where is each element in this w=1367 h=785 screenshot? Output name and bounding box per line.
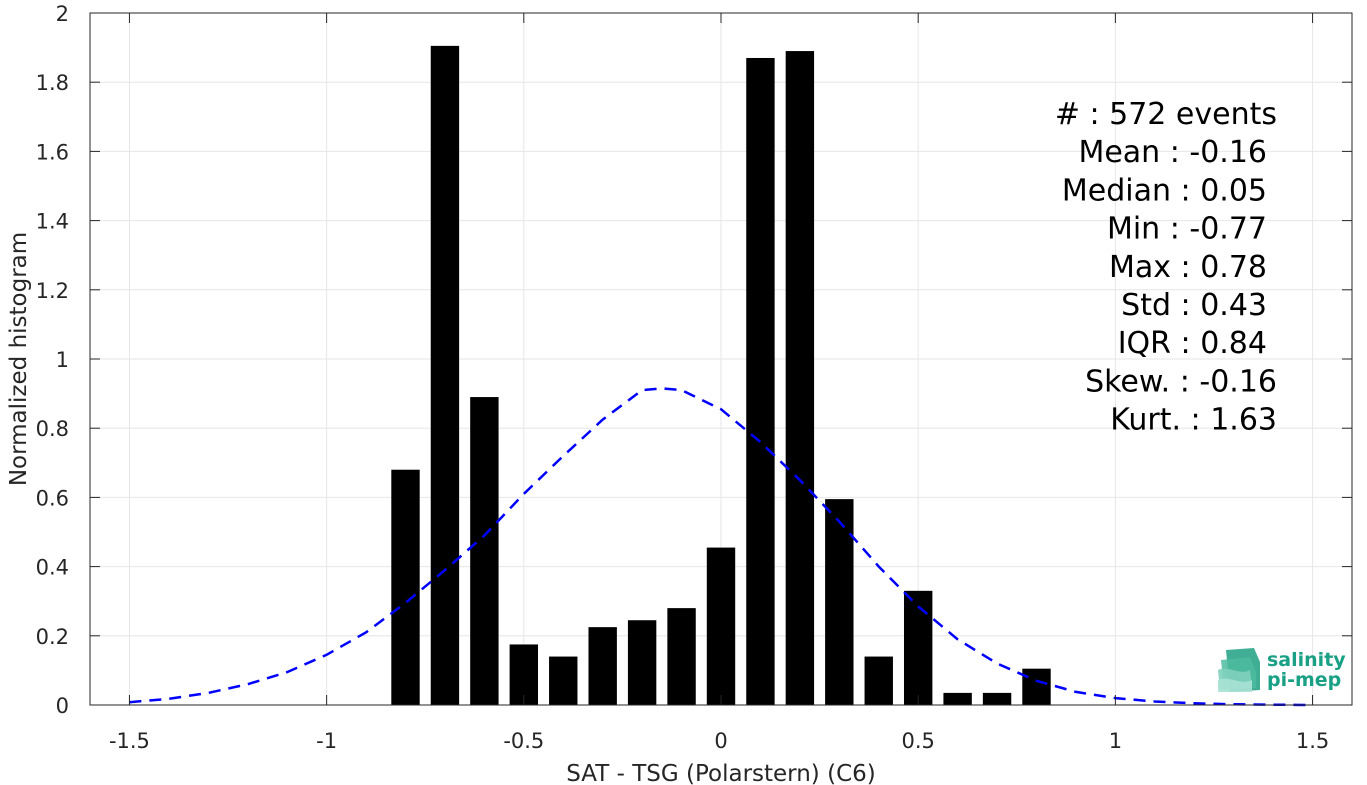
y-tick-labels: 0 0.2 0.4 0.6 0.8 1 1.2 1.4 1.6 1.8 2 (36, 2, 69, 718)
x-tick-label: -0.5 (503, 729, 544, 753)
x-tick-label: 0 (714, 729, 727, 753)
y-axis-label: Normalized histogram (6, 232, 32, 486)
stats-line: Skew. : -0.16 (1085, 364, 1277, 399)
stats-line: Kurt. : 1.63 (1110, 403, 1277, 438)
histogram-bar (430, 45, 460, 706)
histogram-bars (391, 45, 1051, 706)
stats-line: Min : -0.77 (1107, 212, 1267, 247)
wave-logo-icon (1218, 648, 1260, 692)
y-tick-label: 0.4 (36, 556, 69, 580)
salinity-pi-mep-logo: salinity pi-mep (1218, 648, 1346, 692)
stats-line: Median : 0.05 (1062, 173, 1267, 208)
x-tick-label: 1.5 (1296, 729, 1329, 753)
x-tick-label: -1.5 (109, 729, 150, 753)
stats-line: Std : 0.43 (1121, 288, 1267, 323)
histogram-bar (588, 627, 617, 705)
histogram-bar (982, 692, 1012, 705)
histogram-bar (746, 57, 775, 706)
y-tick-label: 1.4 (36, 210, 69, 234)
y-tick-label: 0 (56, 694, 69, 718)
y-tick-label: 0.2 (36, 625, 69, 649)
histogram-bar (706, 547, 736, 705)
histogram-bar (903, 590, 933, 705)
y-tick-label: 2 (56, 2, 69, 26)
histogram-bar (549, 656, 578, 705)
histogram-bar (1022, 668, 1051, 705)
y-tick-label: 0.6 (36, 486, 69, 510)
x-axis-label: SAT - TSG (Polarstern) (C6) (566, 761, 875, 785)
histogram-bar (509, 644, 539, 705)
y-tick-label: 1.2 (36, 279, 69, 303)
x-tick-label: 0.5 (901, 729, 934, 753)
histogram-bar (943, 692, 972, 705)
y-tick-label: 0.8 (36, 417, 69, 441)
x-tick-label: 1 (1109, 729, 1122, 753)
stats-line: Mean : -0.16 (1078, 135, 1267, 170)
logo-text-pimep: pi-mep (1267, 669, 1341, 691)
y-tick-label: 1.6 (36, 140, 69, 164)
x-tick-labels: -1.5 -1 -0.5 0 0.5 1 1.5 (109, 729, 1329, 753)
normal-fit-curve (129, 387, 1313, 707)
histogram-bar (785, 51, 815, 706)
stats-line: IQR : 0.84 (1118, 326, 1267, 361)
y-tick-label: 1.8 (36, 71, 69, 95)
histogram-bar (470, 397, 499, 705)
stats-line: # : 572 events (1055, 97, 1277, 132)
histogram-bar (825, 499, 854, 705)
logo-text-salinity: salinity (1267, 649, 1346, 671)
stats-line: Max : 0.78 (1109, 250, 1267, 285)
y-tick-label: 1 (56, 348, 69, 372)
histogram-bar (667, 608, 696, 705)
x-tick-label: -1 (316, 729, 337, 753)
histogram-bar (627, 620, 657, 705)
histogram-bar (864, 656, 893, 705)
histogram-bar (391, 469, 420, 705)
tick-marks (90, 12, 1352, 706)
